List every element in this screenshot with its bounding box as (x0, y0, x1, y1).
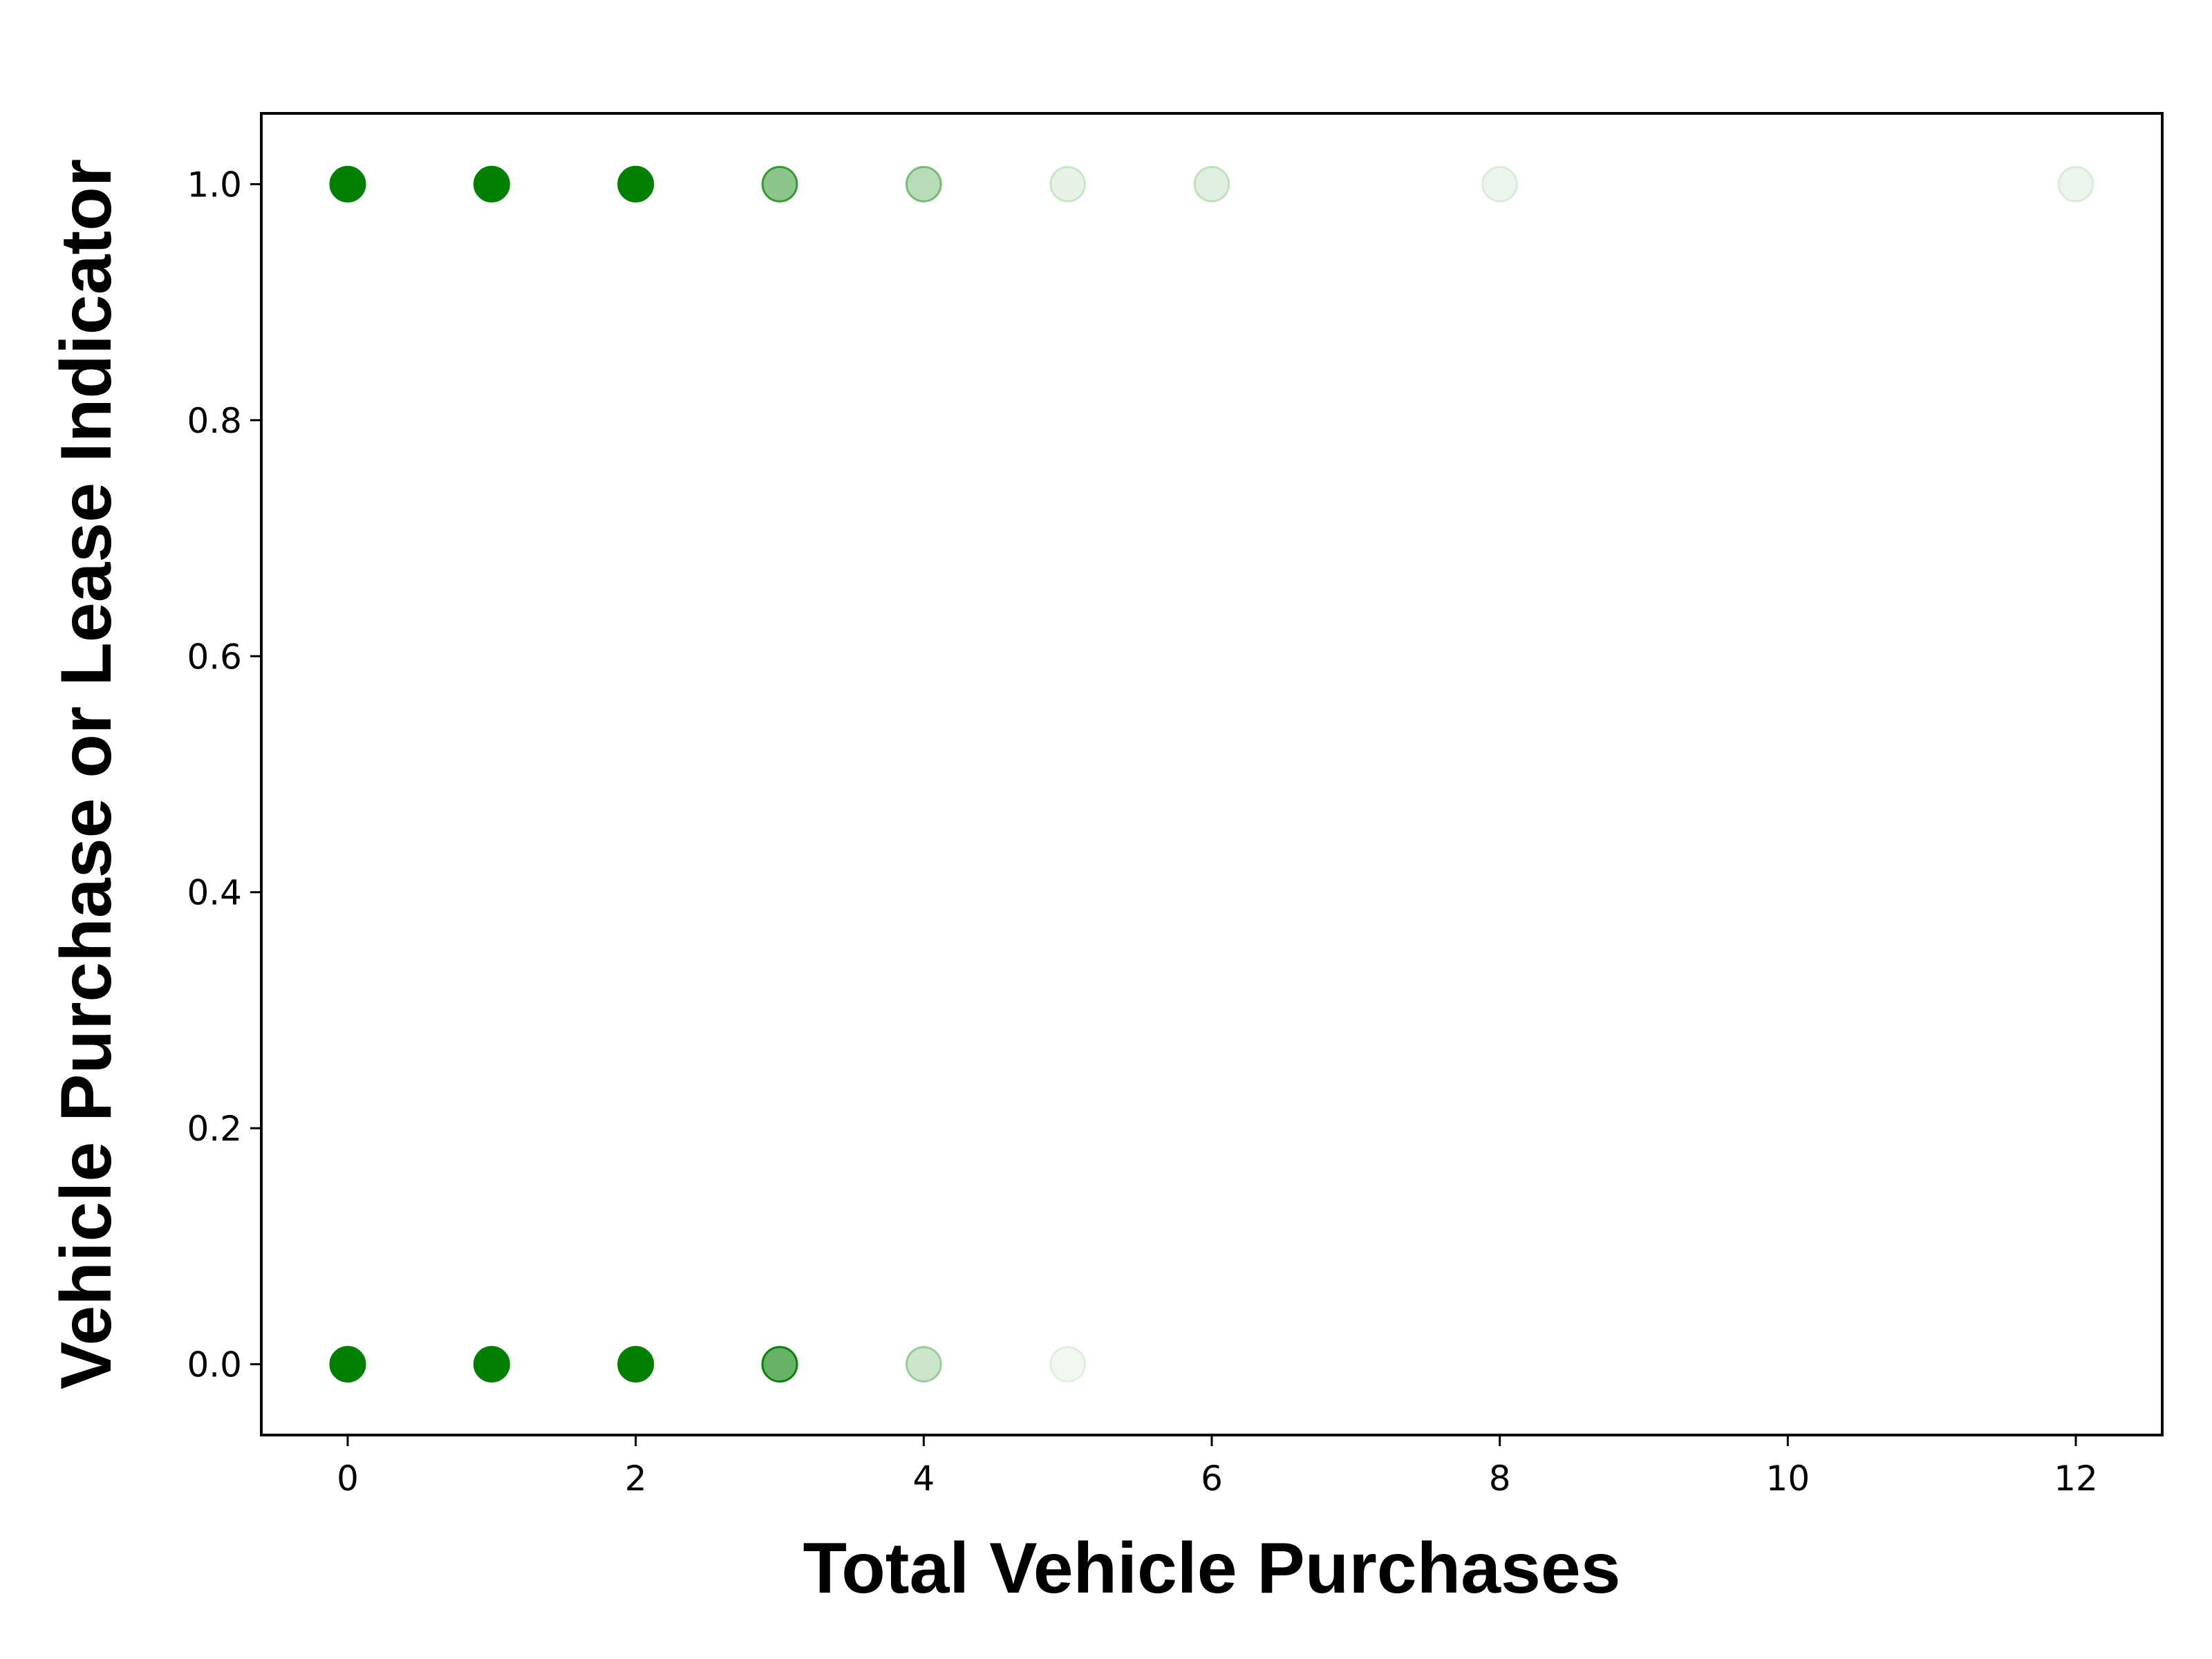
scatter-point (617, 1346, 655, 1383)
scatter-point (617, 165, 655, 203)
x-tick-label: 10 (1766, 1459, 1810, 1499)
scatter-point (2057, 165, 2094, 203)
x-tick-label: 6 (1201, 1459, 1223, 1499)
y-tick-label: 0.4 (187, 873, 242, 913)
data-points (329, 165, 2094, 1383)
scatter-point (905, 1346, 942, 1383)
scatter-point (473, 1346, 510, 1383)
y-axis-ticks: 0.0 0.2 0.4 0.6 0.8 1.0 (187, 165, 261, 1385)
scatter-point (1049, 165, 1087, 203)
y-tick-label: 0.8 (187, 401, 242, 441)
scatter-point (905, 165, 942, 203)
scatter-point (329, 1346, 366, 1383)
plot-frame (260, 112, 2164, 1436)
y-tick-label: 1.0 (187, 165, 242, 205)
x-tick-label: 2 (625, 1459, 647, 1499)
y-axis-title: Vehicle Purchase or Lease Indicator (46, 159, 126, 1389)
x-axis-title: Total Vehicle Purchases (803, 1528, 1620, 1609)
scatter-point (761, 165, 798, 203)
y-tick-label: 0.6 (187, 637, 242, 677)
x-tick-label: 12 (2054, 1459, 2098, 1499)
scatter-point (1193, 165, 1230, 203)
x-tick-label: 8 (1489, 1459, 1511, 1499)
y-tick-label: 0.0 (187, 1345, 242, 1385)
y-tick-label: 0.2 (187, 1109, 242, 1149)
scatter-point (473, 165, 510, 203)
scatter-point (761, 1346, 798, 1383)
scatter-point (1481, 165, 1519, 203)
x-axis-ticks: 0 2 4 6 8 10 12 (337, 1435, 2098, 1499)
x-tick-label: 0 (337, 1459, 359, 1499)
x-tick-label: 4 (912, 1459, 935, 1499)
scatter-point (1049, 1346, 1087, 1383)
scatter-point (329, 165, 366, 203)
